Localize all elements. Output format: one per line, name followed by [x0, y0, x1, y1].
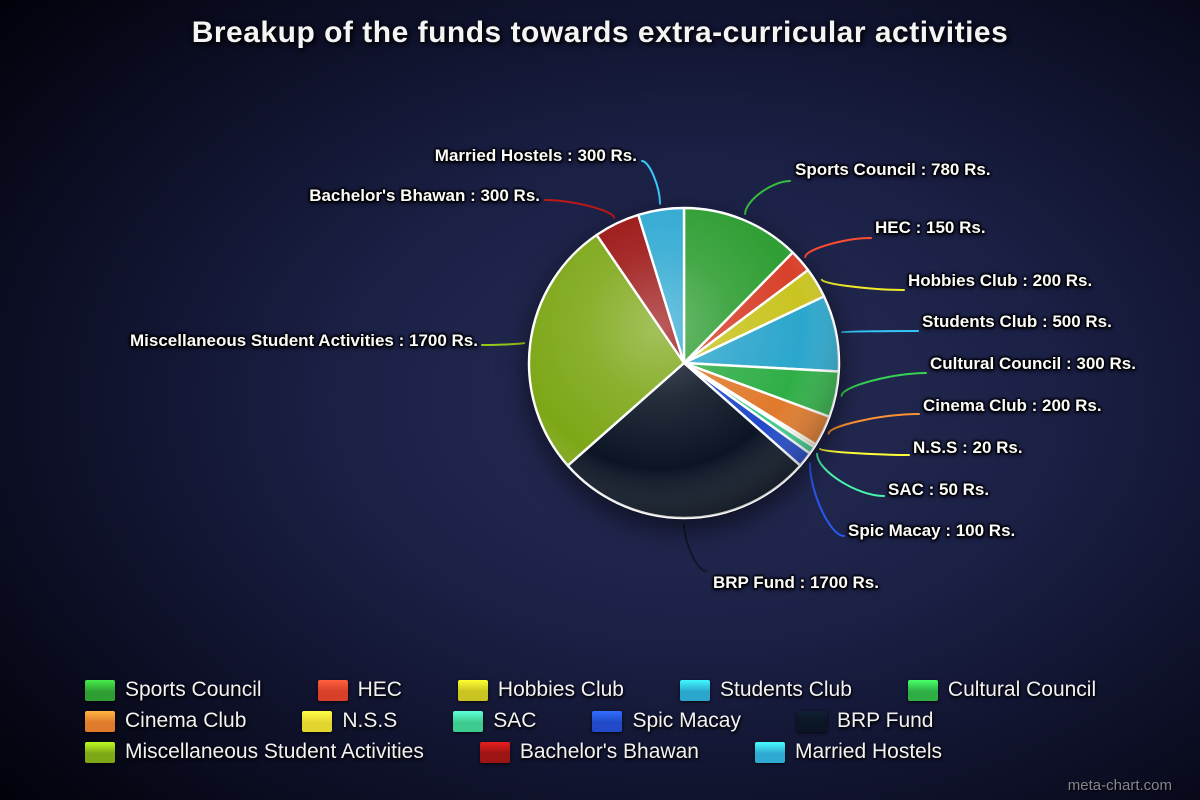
legend-label: HEC	[357, 678, 402, 701]
chart-title: Breakup of the funds towards extra-curri…	[191, 16, 1009, 49]
legend: Sports Council HEC Hobbies Club Students Cl…	[85, 678, 1096, 764]
callout-line-hec	[804, 237, 872, 259]
legend-label: Bachelor's Bhawan	[519, 740, 699, 763]
callout-label-n-s-s: N.S.S : 20 Rs.	[913, 438, 1023, 457]
legend-item-miscellaneous-student-activities: Miscellaneous Student Activities	[85, 740, 424, 764]
callout-label-spic-macay: Spic Macay : 100 Rs.	[848, 521, 1016, 540]
legend-swatch	[679, 679, 710, 701]
legend-label: BRP Fund	[836, 709, 934, 732]
legend-label: SAC	[493, 709, 537, 732]
legend-swatch	[479, 741, 510, 763]
callout-label-miscellaneous-student-activities: Miscellaneous Student Activities : 1700 …	[130, 331, 478, 350]
legend-item-cinema-club: Cinema Club	[85, 709, 246, 733]
callout-line-cinema-club	[827, 413, 920, 435]
legend-label: Cinema Club	[125, 709, 247, 732]
legend-swatch	[302, 710, 333, 732]
legend-swatch	[907, 679, 938, 701]
legend-row: Sports Council HEC Hobbies Club Students Cl…	[85, 678, 1096, 702]
callout-label-married-hostels: Married Hostels : 300 Rs.	[434, 146, 637, 165]
legend-item-cultural-council: Cultural Council	[907, 678, 1097, 702]
legend-swatch	[85, 710, 115, 732]
callout-label-cinema-club: Cinema Club : 200 Rs.	[923, 396, 1102, 415]
legend-item-bachelor-s-bhawan: Bachelor's Bhawan	[479, 740, 699, 764]
legend-swatch	[85, 679, 115, 701]
legend-item-hobbies-club: Hobbies Club	[457, 678, 624, 702]
legend-swatch	[317, 679, 348, 701]
legend-label: Married Hostels	[794, 740, 942, 763]
callout-line-married-hostels	[641, 160, 661, 205]
callout-label-sac: SAC : 50 Rs.	[888, 480, 990, 499]
legend-swatch	[85, 741, 115, 763]
legend-item-students-club: Students Club	[679, 678, 852, 702]
legend-row: Miscellaneous Student Activities Bachelor…	[85, 740, 1096, 764]
legend-label: Miscellaneous Student Activities	[125, 740, 424, 763]
callout-line-brp-fund	[683, 523, 707, 572]
legend-item-married-hostels: Married Hostels	[754, 740, 942, 764]
legend-swatch	[796, 710, 827, 732]
legend-row: Cinema Club N.S.S SAC Spic Macay BRP Fund	[85, 709, 1096, 733]
legend-item-sac: SAC	[453, 709, 536, 733]
legend-swatch	[453, 710, 484, 732]
legend-swatch	[592, 710, 623, 732]
legend-label: N.S.S	[342, 709, 398, 732]
legend-item-sports-council: Sports Council	[85, 678, 262, 702]
callout-label-brp-fund: BRP Fund : 1700 Rs.	[713, 573, 879, 592]
callout-line-sports-council	[744, 180, 791, 215]
callout-line-spic-macay	[808, 462, 845, 537]
callout-line-cultural-council	[840, 372, 927, 397]
callout-label-bachelor-s-bhawan: Bachelor's Bhawan : 300 Rs.	[309, 186, 540, 205]
callout-line-miscellaneous-student-activities	[481, 342, 526, 346]
callout-label-sports-council: Sports Council : 780 Rs.	[795, 160, 991, 179]
callout-label-hobbies-club: Hobbies Club : 200 Rs.	[908, 271, 1093, 290]
legend-label: Spic Macay	[632, 709, 741, 732]
legend-label: Students Club	[719, 678, 852, 701]
legend-label: Cultural Council	[947, 678, 1097, 701]
legend-item-hec: HEC	[317, 678, 402, 702]
callout-label-hec: HEC : 150 Rs.	[875, 218, 986, 237]
legend-swatch	[457, 679, 488, 701]
callout-label-cultural-council: Cultural Council : 300 Rs.	[930, 354, 1136, 373]
legend-item-n-s-s: N.S.S	[302, 709, 397, 733]
callout-line-bachelor-s-bhawan	[544, 199, 616, 219]
legend-label: Hobbies Club	[497, 678, 624, 701]
legend-item-spic-macay: Spic Macay	[592, 709, 741, 733]
callout-line-hobbies-club	[820, 278, 905, 291]
watermark: meta-chart.com	[1067, 777, 1172, 794]
callout-line-n-s-s	[819, 448, 910, 456]
callout-line-students-club	[841, 330, 919, 333]
callout-label-students-club: Students Club : 500 Rs.	[922, 312, 1112, 331]
legend-swatch	[754, 741, 785, 763]
legend-label: Sports Council	[125, 678, 262, 701]
callout-line-sac	[816, 452, 885, 497]
legend-item-brp-fund: BRP Fund	[796, 709, 934, 733]
